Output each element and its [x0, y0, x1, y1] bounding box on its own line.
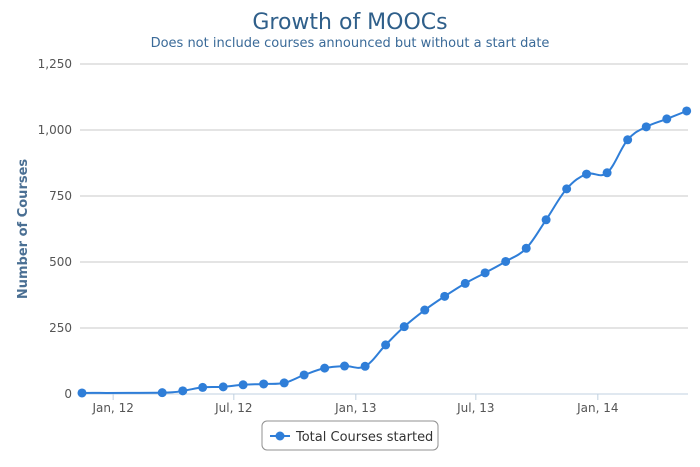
- x-axis-ticks: Jan, 12 Jul, 12 Jan, 13 Jul, 13 Jan, 14: [91, 394, 619, 415]
- data-point[interactable]: [420, 305, 430, 315]
- y-tick-label: 250: [49, 321, 72, 335]
- data-point[interactable]: [521, 243, 531, 253]
- chart-title: Growth of MOOCs: [252, 10, 447, 35]
- data-point[interactable]: [340, 361, 350, 371]
- data-point[interactable]: [218, 382, 228, 392]
- y-axis-label: Number of Courses: [16, 159, 31, 300]
- data-point[interactable]: [77, 388, 87, 398]
- legend-item-total-courses-started[interactable]: Total Courses started: [295, 430, 433, 445]
- data-point[interactable]: [623, 135, 633, 145]
- legend-box[interactable]: [261, 420, 439, 451]
- x-tick-label: Jan, 12: [91, 401, 133, 415]
- data-point[interactable]: [320, 363, 330, 373]
- y-tick-label: 500: [49, 255, 72, 269]
- x-tick-label: Jan, 14: [576, 401, 618, 415]
- data-point[interactable]: [157, 388, 167, 398]
- data-point[interactable]: [562, 184, 572, 194]
- y-tick-label: 750: [49, 189, 72, 203]
- data-point[interactable]: [602, 168, 612, 178]
- gridlines: [80, 63, 688, 329]
- data-point[interactable]: [460, 278, 470, 288]
- data-point[interactable]: [299, 370, 309, 380]
- data-point[interactable]: [480, 268, 490, 278]
- y-axis-ticks: 0 250 500 750 1,000 1,250: [38, 57, 72, 401]
- y-tick-label: 1,250: [38, 57, 72, 71]
- data-point[interactable]: [178, 386, 188, 396]
- data-point[interactable]: [501, 256, 511, 266]
- data-point[interactable]: [440, 291, 450, 301]
- data-point[interactable]: [198, 382, 208, 392]
- legend[interactable]: Total Courses started: [261, 420, 439, 451]
- x-tick-label: Jul, 12: [214, 401, 252, 415]
- series-total-courses-started: [77, 106, 692, 398]
- data-point[interactable]: [641, 122, 651, 132]
- data-point[interactable]: [279, 378, 289, 388]
- data-point[interactable]: [541, 215, 551, 225]
- data-point[interactable]: [238, 380, 248, 390]
- x-tick-label: Jan, 13: [334, 401, 376, 415]
- data-point[interactable]: [360, 361, 370, 371]
- data-point[interactable]: [662, 114, 672, 124]
- data-point[interactable]: [582, 169, 592, 179]
- series-line: [81, 110, 688, 394]
- legend-marker: [275, 431, 285, 441]
- data-point[interactable]: [682, 106, 692, 116]
- x-tick-label: Jul, 13: [456, 401, 494, 415]
- chart-subtitle: Does not include courses announced but w…: [151, 36, 550, 51]
- data-point[interactable]: [259, 379, 269, 389]
- data-point[interactable]: [381, 340, 391, 350]
- y-tick-label: 0: [64, 387, 72, 401]
- y-tick-label: 1,000: [38, 123, 72, 137]
- data-point[interactable]: [399, 322, 409, 332]
